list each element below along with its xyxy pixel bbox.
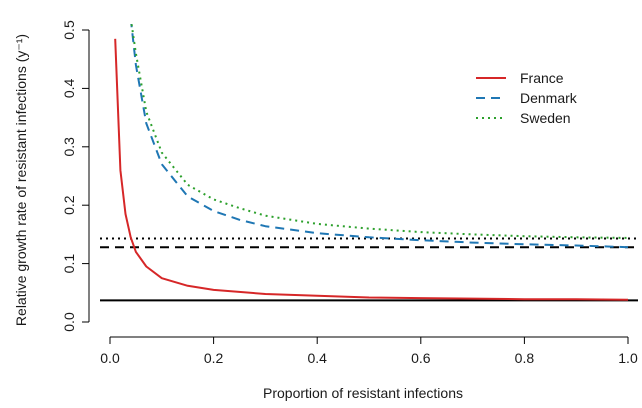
legend-label-sweden: Sweden	[520, 110, 571, 126]
x-axis-label: Proportion of resistant infections	[263, 385, 463, 401]
y-tick-label: 0.5	[61, 20, 77, 40]
series-layer	[114, 24, 629, 301]
y-tick-label: 0.3	[61, 137, 77, 157]
x-tick-label: 0.6	[411, 350, 431, 366]
reference-lines-layer	[100, 237, 638, 302]
y-tick-label: 0.4	[61, 78, 77, 98]
x-tick-label: 1.0	[618, 350, 638, 366]
series-line-france	[114, 38, 629, 301]
legend-label-france: France	[520, 70, 564, 86]
x-tick-label: 0.8	[515, 350, 535, 366]
legend: France Denmark Sweden	[476, 70, 578, 126]
y-tick-label: 0.0	[61, 312, 77, 332]
y-tick-label: 0.1	[61, 254, 77, 274]
y-tick-label: 0.2	[61, 195, 77, 215]
x-tick-label: 0.4	[307, 350, 327, 366]
series-line-denmark	[130, 24, 629, 249]
y-axis-label: Relative growth rate of resistant infect…	[13, 34, 29, 326]
axes-layer: 0.0 0.2 0.4 0.6 0.8 1.0 0.0 0.1 0.2 0.3 0.4 0.5	[61, 20, 638, 366]
series-line-sweden	[130, 24, 629, 239]
x-tick-label: 0.2	[204, 350, 224, 366]
legend-label-denmark: Denmark	[520, 90, 578, 106]
x-tick-label: 0.0	[100, 350, 120, 366]
